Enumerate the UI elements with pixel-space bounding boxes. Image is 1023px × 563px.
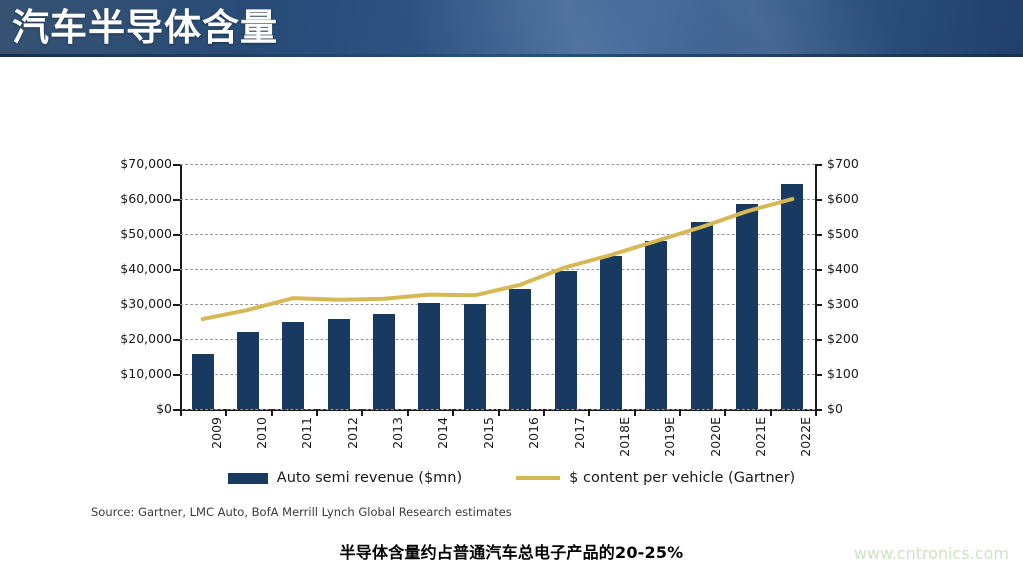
gridline (180, 199, 815, 200)
x-axis-tick (452, 409, 455, 416)
bar[interactable] (282, 322, 305, 409)
slide-header-banner: 汽车半导体含量 (0, 0, 1023, 57)
left-axis-tick (173, 234, 180, 236)
right-axis-tick (815, 199, 822, 201)
left-axis-tick-label: $20,000 (120, 331, 172, 346)
bar[interactable] (781, 184, 804, 409)
x-axis-tick (270, 409, 273, 416)
line-swatch-icon (516, 476, 561, 480)
x-axis-tick (497, 409, 500, 416)
right-axis-tick-label: $100 (827, 366, 859, 381)
x-axis-tick (724, 409, 727, 416)
left-axis-tick (173, 374, 180, 376)
x-axis-tick-label: 2015 (480, 417, 496, 449)
legend-item-content-per-vehicle[interactable]: $ content per vehicle (Gartner) (516, 470, 795, 486)
x-axis-tick-label: 2014 (435, 417, 451, 449)
left-axis-tick-label: $60,000 (120, 191, 172, 206)
left-axis-tick (173, 269, 180, 271)
x-axis-tick-label: 2022E (798, 417, 814, 457)
gridline (180, 304, 815, 305)
page-title: 汽车半导体含量 (12, 6, 278, 49)
gridline (180, 164, 815, 165)
x-axis-tick-label: 2017 (571, 417, 587, 449)
right-axis-tick-label: $600 (827, 191, 859, 206)
left-axis-tick (173, 199, 180, 201)
x-axis-tick-label: 2018E (616, 417, 632, 457)
right-axis-tick (815, 234, 822, 236)
x-axis-tick-label: 2020E (707, 417, 723, 457)
right-axis-line (815, 164, 817, 409)
bar[interactable] (645, 240, 668, 409)
left-axis-tick-label: $10,000 (120, 366, 172, 381)
bar[interactable] (191, 353, 214, 409)
x-axis-tick-label: 2011 (299, 417, 315, 449)
x-axis-tick (542, 409, 545, 416)
site-watermark: www.cntronics.com (853, 544, 1009, 563)
bar[interactable] (735, 203, 758, 409)
x-axis-tick (361, 409, 364, 416)
right-axis-tick-label: $200 (827, 331, 859, 346)
gridline (180, 339, 815, 340)
left-axis-tick-label: $50,000 (120, 226, 172, 241)
bar[interactable] (418, 303, 441, 409)
x-axis-tick-label: 2021E (752, 417, 768, 457)
x-axis-tick (678, 409, 681, 416)
bar[interactable] (327, 318, 350, 409)
x-axis-tick-label: 2016 (526, 417, 542, 449)
legend-label-auto-semi-revenue: Auto semi revenue ($mn) (276, 470, 463, 486)
left-axis-line (180, 164, 182, 409)
right-axis-tick (815, 374, 822, 376)
right-axis-tick (815, 409, 822, 411)
right-axis-tick (815, 339, 822, 341)
bar[interactable] (237, 332, 260, 409)
source-note: Source: Gartner, LMC Auto, BofA Merrill … (91, 505, 512, 519)
right-axis-tick (815, 269, 822, 271)
left-axis-tick (173, 409, 180, 411)
x-axis-tick (633, 409, 636, 416)
x-axis-tick (815, 409, 817, 416)
bar[interactable] (554, 271, 577, 409)
left-axis-tick-label: $40,000 (120, 261, 172, 276)
x-axis-tick-label: 2013 (390, 417, 406, 449)
plot-area: $0 $10,000 $20,000 $30,000 $40,000 $50,000 $60… (120, 156, 859, 457)
bar[interactable] (463, 303, 486, 409)
left-axis-tick (173, 339, 180, 341)
x-axis-tick-label: 2010 (254, 417, 270, 449)
x-axis-tick (180, 409, 182, 416)
gridline (180, 234, 815, 235)
x-axis-tick (769, 409, 772, 416)
right-axis-tick (815, 164, 822, 166)
x-axis-tick (316, 409, 319, 416)
gridline (180, 269, 815, 270)
right-axis-tick-label: $500 (827, 226, 859, 241)
left-axis-tick (173, 164, 180, 166)
right-axis-tick-label: $700 (827, 156, 859, 171)
left-axis-tick-label: $0 (156, 401, 172, 416)
bar[interactable] (690, 222, 713, 409)
right-axis-tick (815, 304, 822, 306)
x-axis-tick-label: 2012 (344, 417, 360, 449)
x-axis-tick (406, 409, 409, 416)
gridline (180, 374, 815, 375)
x-axis-tick-label: 2009 (208, 417, 224, 449)
x-axis-tick (225, 409, 228, 416)
right-axis-tick-label: $300 (827, 296, 859, 311)
legend-item-auto-semi-revenue[interactable]: Auto semi revenue ($mn) (227, 470, 463, 486)
bar[interactable] (509, 288, 532, 409)
x-axis-tick-label: 2019E (662, 417, 678, 457)
left-axis-tick-label: $30,000 (120, 296, 172, 311)
bar[interactable] (599, 256, 622, 409)
x-axis-tick (588, 409, 591, 416)
chart-container: $0 $10,000 $20,000 $30,000 $40,000 $50,000 $60… (0, 57, 1023, 563)
legend-label-content-per-vehicle: $ content per vehicle (Gartner) (569, 470, 796, 486)
right-axis-tick-label: $400 (827, 261, 859, 276)
line-series-layer (200, 197, 795, 322)
left-axis-tick-label: $70,000 (120, 156, 172, 171)
chart-legend: Auto semi revenue ($mn) $ content per ve… (0, 470, 1023, 486)
left-axis-tick (173, 304, 180, 306)
bar[interactable] (373, 313, 396, 409)
bar-swatch-icon (227, 472, 268, 484)
right-axis-tick-label: $0 (827, 401, 843, 416)
